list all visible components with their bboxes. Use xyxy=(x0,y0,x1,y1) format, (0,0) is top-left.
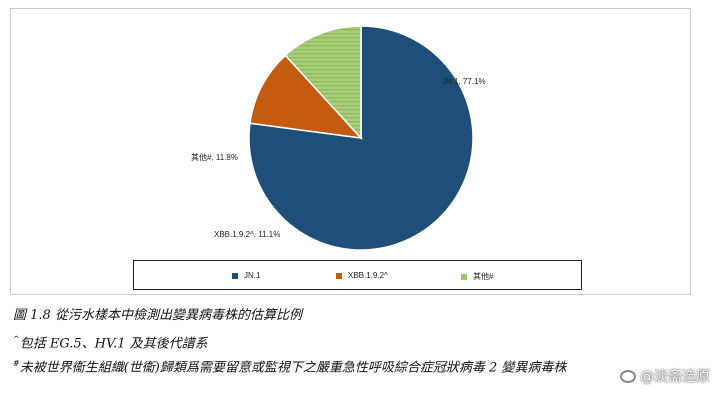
caption-title: 圖 1.8 從污水樣本中檢測出變異病毒株的估算比例 xyxy=(13,308,302,323)
legend-label-jn1: JN.1 xyxy=(244,271,261,280)
caption-note-2: #未被世界衞生組織(世衞)歸類爲需要留意或監視下之嚴重急性呼吸綜合症冠狀病毒 2… xyxy=(13,352,713,376)
weibo-logo-icon xyxy=(620,369,636,383)
data-label-other: 其他#, 11.8% xyxy=(191,153,238,162)
data-label-jn1: JN.1, 77.1% xyxy=(442,77,486,86)
legend-label-xbb: XBB.1.9.2^ xyxy=(348,271,388,280)
caption-note-2-mark: # xyxy=(13,359,20,368)
caption-note-1-text: 包括 EG.5、HV.1 及其後代譜系 xyxy=(19,336,208,352)
caption-note-2-text: 未被世界衞生組織(世衞)歸類爲需要留意或監視下之嚴重急性呼吸綜合症冠狀病毒 2 … xyxy=(19,360,567,376)
pie-slice-other xyxy=(284,25,362,140)
data-label-xbb: XBB.1.9.2^, 11.1% xyxy=(214,230,281,239)
chart-area: JN.1, 77.1% XBB.1.9.2^, 11.1% 其他#, 11.8%… xyxy=(10,8,691,295)
legend-swatch-other xyxy=(461,273,467,280)
pie-chart xyxy=(248,25,474,251)
legend-swatch-xbb xyxy=(336,272,342,279)
watermark-text: @淡斋选原 xyxy=(640,369,710,385)
legend-item-xbb: XBB.1.9.2^ xyxy=(336,271,388,280)
figure-caption: 圖 1.8 從污水樣本中檢測出變異病毒株的估算比例 ^包括 EG.5、HV.1 … xyxy=(13,304,713,376)
pie-slice-xbb xyxy=(249,54,363,140)
legend-item-jn1: JN.1 xyxy=(232,271,260,280)
legend: JN.1 XBB.1.9.2^ 其他# xyxy=(133,260,582,290)
watermark: @淡斋选原 xyxy=(620,366,710,386)
legend-swatch-jn1 xyxy=(232,272,238,279)
caption-note-1-mark: ^ xyxy=(13,335,20,344)
legend-item-other: 其他# xyxy=(461,271,493,282)
caption-note-1: ^包括 EG.5、HV.1 及其後代譜系 xyxy=(13,328,713,352)
legend-label-other: 其他# xyxy=(473,272,494,281)
